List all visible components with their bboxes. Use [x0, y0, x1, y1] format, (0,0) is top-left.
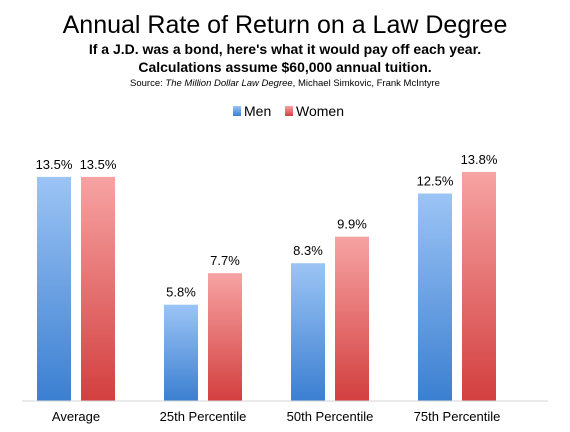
bar-women-1 [208, 273, 242, 401]
category-labels-group: Average 25th Percentile 50th Percentile 75t… [52, 409, 500, 424]
bars-group [37, 171, 496, 401]
legend-item-men: Men [233, 103, 271, 119]
legend-label-women: Women [296, 103, 344, 119]
value-label-women-2: 9.9% [337, 217, 367, 232]
legend-swatch-men [233, 106, 241, 116]
category-label-2: 50th Percentile [287, 409, 374, 424]
category-label-3: 75th Percentile [414, 409, 501, 424]
value-labels-group: 13.5% 13.5% 5.8% 7.7% 8.3% 9.9% 12.5% 13.8% [36, 152, 498, 300]
chart-subtitle-line-2: Calculations assume $60,000 annual tuiti… [138, 59, 431, 75]
legend: Men Women [233, 103, 344, 119]
bar-men-0 [37, 176, 71, 401]
category-label-1: 25th Percentile [160, 409, 247, 424]
bar-women-0 [81, 176, 115, 401]
bar-men-3 [418, 193, 452, 401]
source-authors: , Michael Simkovic, Frank McIntyre [293, 78, 440, 89]
bar-women-3 [462, 171, 496, 401]
value-label-women-3: 13.8% [461, 152, 498, 167]
category-label-0: Average [52, 409, 100, 424]
value-label-men-1: 5.8% [166, 285, 196, 300]
value-label-women-0: 13.5% [80, 157, 117, 172]
source-line: Source: The Million Dollar Law Degree, M… [130, 78, 440, 89]
chart-subtitle-line-1: If a J.D. was a bond, here's what it wou… [89, 41, 481, 57]
value-label-men-0: 13.5% [36, 157, 73, 172]
legend-item-women: Women [285, 103, 344, 119]
value-label-women-1: 7.7% [210, 253, 240, 268]
bar-women-2 [335, 236, 369, 401]
source-prefix: Source: [130, 78, 165, 89]
value-label-men-2: 8.3% [293, 243, 323, 258]
source-book-title: The Million Dollar Law Degree [165, 78, 292, 89]
bar-men-2 [291, 263, 325, 401]
chart-title: Annual Rate of Return on a Law Degree [63, 11, 508, 39]
legend-swatch-women [285, 106, 293, 116]
bar-men-1 [164, 304, 198, 401]
legend-label-men: Men [244, 103, 271, 119]
value-label-men-3: 12.5% [417, 174, 454, 189]
